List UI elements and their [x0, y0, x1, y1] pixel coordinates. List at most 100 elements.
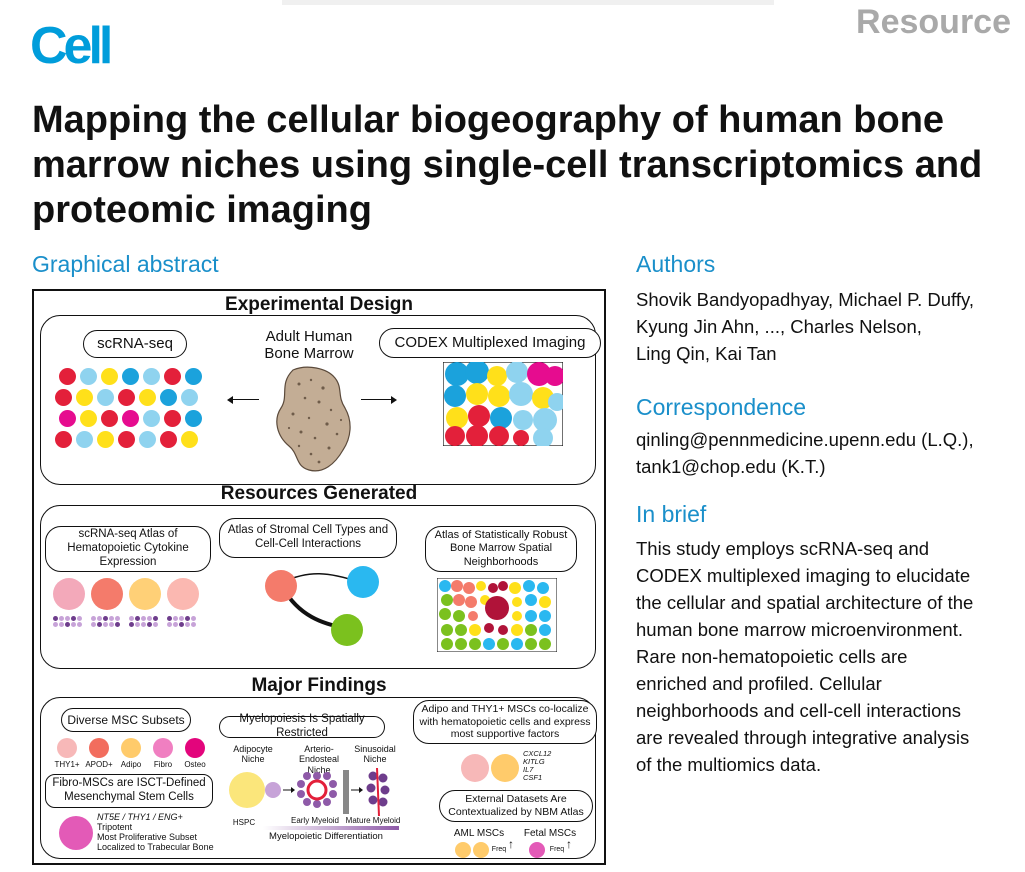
- experimental-design-panel: scRNA-seq Adult Human Bone Marrow CODEX …: [40, 315, 601, 485]
- major-findings-panel: Diverse MSC Subsets THY1+ APOD+ Adipo Fibro…: [40, 697, 597, 859]
- correspondence-email-1[interactable]: qinling@pennmedicine.upenn.edu (L.Q.),: [636, 429, 974, 450]
- fetal-freq-label: Freq: [549, 846, 565, 853]
- cytokine-atlas-label: scRNA-seq Atlas of Hematopoietic Cytokin…: [45, 526, 211, 572]
- expression-dot: [53, 616, 58, 621]
- arterio-endosteal-niche-label: Arterio-Endosteal Niche: [298, 744, 340, 775]
- bone-marrow-sample-icon: [276, 366, 351, 472]
- msc-subset-label: Fibro: [153, 760, 173, 769]
- right-arrow-head: [391, 396, 397, 404]
- mature-myeloid-label: Mature Myeloid: [345, 816, 401, 825]
- resources-panel: scRNA-seq Atlas of Hematopoietic Cytokin…: [40, 505, 596, 669]
- expression-dot: [53, 622, 58, 627]
- fibro-fact-1: Tripotent: [97, 822, 133, 832]
- expression-dot: [191, 622, 196, 627]
- journal-logo[interactable]: Cell: [30, 17, 113, 75]
- adipo-msc-icon: [491, 754, 519, 782]
- scrna-cell-dot: [164, 410, 181, 427]
- factor-4: CSF1: [523, 773, 543, 782]
- left-arrow-head: [227, 396, 233, 404]
- aml-adipo-icon: [455, 842, 471, 858]
- aml-msc-icon: [473, 842, 489, 858]
- authors-line-2[interactable]: Kyung Jin Ahn, ..., Charles Nelson,: [636, 316, 922, 337]
- expression-dot: [173, 622, 178, 627]
- scrna-cell-dot: [118, 431, 135, 448]
- expression-dot: [167, 622, 172, 627]
- external-datasets-label: External Datasets Are Contextualized by …: [439, 790, 593, 822]
- in-brief-line: the cellular and spatial architecture of…: [636, 592, 974, 613]
- msc-subset-dots: THY1+ APOD+ Adipo Fibro Osteo: [47, 738, 217, 774]
- expression-dot: [141, 622, 146, 627]
- resources-heading: Resources Generated: [220, 483, 418, 504]
- authors-line-1[interactable]: Shovik Bandyopadhyay, Michael P. Duffy,: [636, 289, 974, 310]
- adipocyte-niche-label: Adipocyte Niche: [233, 744, 273, 765]
- expression-dot: [115, 616, 120, 621]
- msc-subset-label: Osteo: [184, 760, 206, 769]
- expression-dot: [59, 616, 64, 621]
- expression-dot: [65, 616, 70, 621]
- expression-dot: [185, 622, 190, 627]
- expression-dot: [91, 616, 96, 621]
- hspc-label: HSPC: [232, 818, 256, 827]
- expression-dot: [173, 616, 178, 621]
- msc-subset-dot: [185, 738, 205, 758]
- scrna-cell-dot: [59, 410, 76, 427]
- in-brief-line: human bone marrow microenvironment.: [636, 619, 963, 640]
- scrna-cell-dot: [76, 431, 93, 448]
- in-brief-line: are revealed through integrative analysi…: [636, 727, 970, 748]
- expression-dot: [179, 622, 184, 627]
- fibro-fact-2: Most Proliferative Subset: [97, 832, 198, 842]
- scrna-cell-dot: [55, 431, 72, 448]
- expression-dot: [153, 616, 158, 621]
- fibro-fact-3: Localized to Trabecular Bone: [97, 842, 214, 852]
- scrna-cell-dot: [118, 389, 135, 406]
- expression-dot: [71, 616, 76, 621]
- fetal-freq-up-arrow-icon: ↑: [566, 837, 572, 851]
- scrna-cell-dot: [139, 389, 156, 406]
- cytokine-cell-dot: [167, 578, 199, 610]
- expression-dot: [179, 616, 184, 621]
- expression-dot: [129, 622, 134, 627]
- aml-freq-label: Freq: [491, 846, 507, 853]
- msc-subset-dot: [121, 738, 141, 758]
- factor-3: IL7: [523, 765, 534, 774]
- authors-line-3[interactable]: Ling Qin, Kai Tan: [636, 343, 777, 364]
- msc-subsets-label: Diverse MSC Subsets: [61, 708, 191, 732]
- cytokine-cell-dot: [91, 578, 123, 610]
- expression-dot: [115, 622, 120, 627]
- differentiation-gradient-bar: [263, 826, 399, 830]
- experimental-design-heading: Experimental Design: [225, 294, 413, 315]
- fibro-msc-icon: [59, 816, 93, 850]
- expression-dot: [153, 622, 158, 627]
- scrna-cell-dot: [101, 368, 118, 385]
- fibro-msc-label: Fibro-MSCs are ISCT-Defined Mesenchymal …: [45, 774, 213, 808]
- scrna-cell-dots: [55, 368, 205, 454]
- expression-dot: [77, 616, 82, 621]
- correspondence-email-2[interactable]: tank1@chop.edu (K.T.): [636, 456, 826, 477]
- expression-dot: [185, 616, 190, 621]
- scrna-cell-dot: [160, 431, 177, 448]
- in-brief-line: of the multiomics data.: [636, 754, 822, 775]
- expression-dot: [135, 622, 140, 627]
- in-brief-heading: In brief: [636, 501, 707, 527]
- scrna-cell-dot: [97, 389, 114, 406]
- spatial-neighborhood-map: [437, 578, 557, 652]
- scrna-cell-dot: [59, 368, 76, 385]
- article-title: Mapping the cellular biogeography of hum…: [32, 99, 983, 231]
- msc-subset-label: APOD+: [85, 760, 113, 769]
- sinusoidal-niche-label: Sinusoidal Niche: [354, 744, 396, 765]
- scrna-cell-dot: [143, 368, 160, 385]
- scrna-cell-dot: [97, 431, 114, 448]
- scrna-cell-dot: [122, 410, 139, 427]
- codex-label: CODEX Multiplexed Imaging: [379, 328, 601, 358]
- scrna-seq-label: scRNA-seq: [83, 330, 187, 358]
- scrna-cell-dot: [143, 410, 160, 427]
- authors-heading: Authors: [636, 251, 716, 277]
- expression-dot: [167, 616, 172, 621]
- expression-dot: [65, 622, 70, 627]
- expression-dot: [191, 616, 196, 621]
- in-brief-line: enriched and profiled. Cellular: [636, 673, 882, 694]
- scrna-cell-dot: [101, 410, 118, 427]
- expression-dot: [71, 622, 76, 627]
- graphical-abstract[interactable]: Experimental Design scRNA-seq Adult Huma…: [32, 289, 606, 865]
- right-arrow: [361, 399, 391, 400]
